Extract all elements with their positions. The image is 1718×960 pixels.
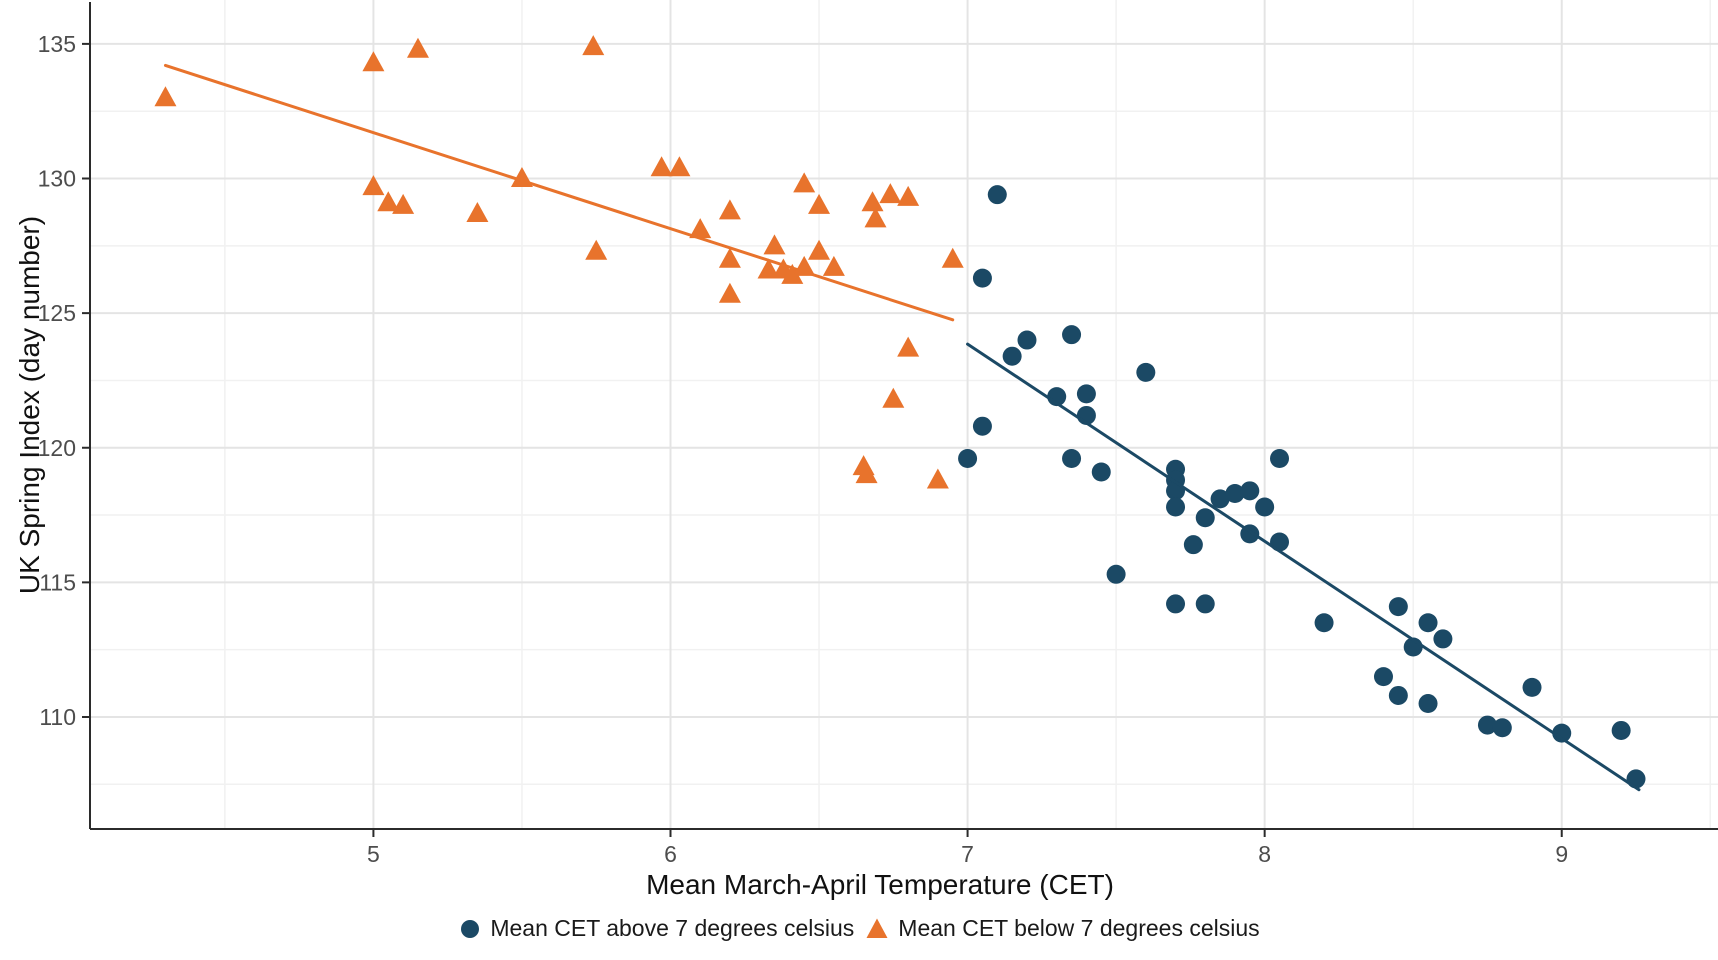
x-tick-label: 9 — [1555, 841, 1568, 867]
y-tick-label: 110 — [39, 704, 76, 730]
data-point-above-7 — [958, 449, 978, 469]
legend-entry-below: Mean CET below 7 degrees celsius — [864, 915, 1260, 942]
data-point-below-7 — [781, 263, 804, 284]
data-point-above-7 — [1552, 723, 1572, 743]
data-point-above-7 — [1433, 629, 1453, 649]
data-point-below-7 — [718, 199, 741, 220]
data-point-below-7 — [941, 247, 964, 268]
legend: Mean CET above 7 degrees celsius Mean CE… — [0, 915, 1718, 942]
legend-label-above: Mean CET above 7 degrees celsius — [490, 915, 855, 941]
data-point-above-7 — [1136, 362, 1156, 382]
trend-line — [966, 342, 1641, 792]
data-point-below-7 — [392, 193, 415, 214]
data-point-above-7 — [1062, 449, 1082, 469]
data-point-above-7 — [1106, 564, 1126, 584]
data-point-below-7 — [154, 86, 177, 107]
x-axis-title: Mean March-April Temperature (CET) — [646, 869, 1114, 900]
data-point-above-7 — [972, 416, 992, 436]
data-point-below-7 — [861, 191, 884, 212]
data-point-below-7 — [879, 183, 902, 204]
data-point-above-7 — [1166, 594, 1186, 614]
legend-triangle-marker-icon — [866, 918, 888, 938]
x-tick-label: 7 — [961, 841, 974, 867]
data-point-above-7 — [1522, 677, 1542, 697]
data-point-above-7 — [1270, 449, 1290, 469]
data-point-above-7 — [1418, 694, 1438, 714]
data-point-above-7 — [987, 185, 1007, 205]
data-point-below-7 — [882, 387, 905, 408]
y-axis-title: UK Spring Index (day number) — [14, 215, 45, 595]
data-point-below-7 — [757, 258, 780, 279]
data-point-below-7 — [689, 218, 712, 239]
data-point-above-7 — [1062, 325, 1082, 345]
data-point-above-7 — [1076, 384, 1096, 404]
data-point-below-7 — [650, 156, 673, 177]
y-tick-label: 130 — [38, 166, 76, 192]
data-point-above-7 — [1270, 532, 1290, 552]
data-point-below-7 — [362, 175, 385, 196]
data-point-above-7 — [1195, 594, 1215, 614]
data-point-above-7 — [1255, 497, 1275, 517]
data-point-above-7 — [1091, 462, 1111, 482]
data-point-below-7 — [864, 207, 887, 228]
data-point-below-7 — [718, 247, 741, 268]
data-point-above-7 — [1477, 715, 1497, 735]
y-tick-label: 120 — [38, 435, 76, 461]
x-tick-label: 6 — [664, 841, 677, 867]
legend-label-below: Mean CET below 7 degrees celsius — [898, 915, 1260, 941]
data-point-above-7 — [1166, 481, 1186, 501]
data-point-above-7 — [1002, 346, 1022, 366]
data-point-below-7 — [362, 51, 385, 72]
data-point-below-7 — [585, 239, 608, 260]
trend-line — [163, 63, 955, 322]
data-point-above-7 — [1388, 685, 1408, 705]
data-point-below-7 — [406, 37, 429, 58]
y-tick-label: 115 — [39, 569, 76, 595]
legend-circle-marker-icon — [461, 919, 480, 938]
x-tick-label: 5 — [367, 841, 380, 867]
y-tick-label: 135 — [38, 31, 76, 57]
data-point-above-7 — [1314, 613, 1334, 633]
legend-entry-above: Mean CET above 7 degrees celsius — [458, 915, 854, 942]
data-point-above-7 — [1183, 535, 1203, 555]
data-point-above-7 — [1166, 497, 1186, 517]
x-tick-label: 8 — [1258, 841, 1271, 867]
data-point-below-7 — [377, 191, 400, 212]
data-point-above-7 — [1492, 718, 1512, 738]
data-point-below-7 — [855, 463, 878, 484]
data-point-below-7 — [763, 234, 786, 255]
data-point-below-7 — [718, 282, 741, 303]
data-point-below-7 — [926, 468, 949, 489]
data-point-above-7 — [1373, 667, 1393, 687]
data-point-below-7 — [808, 193, 831, 214]
data-point-above-7 — [1240, 481, 1260, 501]
data-point-above-7 — [1418, 613, 1438, 633]
data-point-above-7 — [1225, 484, 1245, 504]
data-point-above-7 — [1626, 769, 1646, 789]
data-point-below-7 — [897, 185, 920, 206]
data-point-below-7 — [582, 35, 605, 56]
data-point-below-7 — [897, 336, 920, 357]
data-point-below-7 — [808, 239, 831, 260]
data-point-above-7 — [1195, 508, 1215, 528]
y-tick-label: 125 — [38, 300, 76, 326]
data-point-below-7 — [793, 172, 816, 193]
data-point-below-7 — [668, 156, 691, 177]
data-point-above-7 — [1388, 597, 1408, 617]
data-point-above-7 — [1210, 489, 1230, 509]
data-point-above-7 — [1611, 720, 1631, 740]
data-point-below-7 — [466, 202, 489, 223]
data-point-above-7 — [972, 268, 992, 288]
data-point-below-7 — [822, 255, 845, 276]
data-point-above-7 — [1017, 330, 1037, 350]
